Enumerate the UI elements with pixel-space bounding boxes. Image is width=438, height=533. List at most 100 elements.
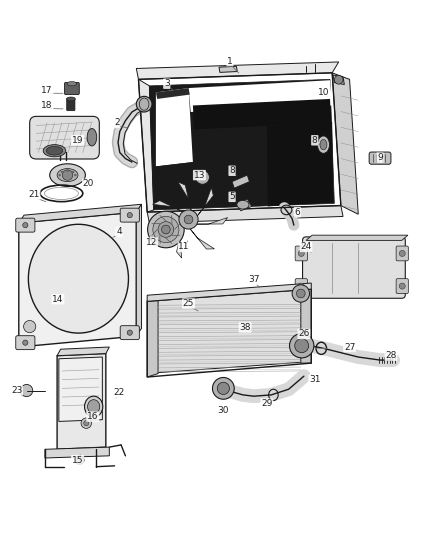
Polygon shape [19,204,141,223]
Text: 25: 25 [183,299,194,308]
Text: 2: 2 [114,118,120,127]
Text: 12: 12 [146,238,157,247]
Ellipse shape [85,396,103,417]
FancyBboxPatch shape [396,246,408,261]
Ellipse shape [67,97,75,101]
Circle shape [298,251,304,256]
FancyBboxPatch shape [396,279,408,294]
Circle shape [298,283,304,289]
Polygon shape [232,175,250,188]
Text: 5: 5 [229,192,235,201]
Circle shape [179,210,198,229]
Polygon shape [147,283,311,301]
Polygon shape [177,227,182,258]
Polygon shape [19,212,136,347]
Polygon shape [306,235,408,240]
Text: 37: 37 [248,275,260,284]
Polygon shape [193,99,331,130]
Text: 17: 17 [41,86,53,95]
Ellipse shape [43,144,66,157]
Polygon shape [333,75,344,85]
Text: 15: 15 [72,456,83,465]
Polygon shape [156,88,193,166]
Polygon shape [178,182,191,211]
Text: 3: 3 [164,79,170,88]
Text: 13: 13 [194,171,205,180]
Polygon shape [154,219,179,238]
FancyBboxPatch shape [369,152,391,164]
Circle shape [81,418,92,429]
FancyBboxPatch shape [67,98,75,111]
Text: 23: 23 [11,386,22,395]
Polygon shape [57,347,110,356]
Text: 8: 8 [229,166,235,175]
Text: 27: 27 [344,343,355,352]
Circle shape [399,251,405,256]
Polygon shape [157,289,301,373]
Polygon shape [147,206,343,223]
Ellipse shape [67,82,77,86]
Circle shape [127,213,132,218]
FancyBboxPatch shape [303,237,405,298]
Text: 14: 14 [52,295,64,304]
Circle shape [158,222,174,237]
Polygon shape [190,229,215,249]
Text: 10: 10 [318,88,329,97]
Circle shape [58,174,61,176]
FancyBboxPatch shape [120,326,139,340]
Circle shape [72,171,74,173]
Ellipse shape [87,128,97,146]
Text: 30: 30 [218,406,229,415]
Polygon shape [57,353,106,449]
Text: 18: 18 [41,101,53,110]
Polygon shape [301,287,311,363]
Text: 29: 29 [261,399,272,408]
Text: 1: 1 [227,56,233,66]
Polygon shape [136,62,339,79]
Polygon shape [267,122,333,206]
Circle shape [295,339,309,353]
FancyBboxPatch shape [64,83,79,94]
FancyBboxPatch shape [16,218,35,232]
Circle shape [23,223,28,228]
Circle shape [399,283,405,289]
Text: 9: 9 [377,153,383,162]
Circle shape [195,171,209,184]
Polygon shape [147,298,158,377]
Text: 20: 20 [83,179,94,188]
Polygon shape [197,217,228,224]
Circle shape [297,289,305,298]
Polygon shape [193,128,263,161]
Polygon shape [156,88,190,99]
Polygon shape [59,357,102,422]
Text: 11: 11 [178,243,190,252]
Polygon shape [138,79,154,212]
Polygon shape [198,188,213,216]
FancyBboxPatch shape [295,279,307,294]
Circle shape [21,384,33,397]
Polygon shape [188,80,332,112]
Circle shape [292,285,310,302]
Circle shape [212,377,234,399]
Polygon shape [156,162,194,201]
Ellipse shape [320,140,327,150]
Text: 22: 22 [113,388,124,397]
Polygon shape [332,73,358,214]
Circle shape [84,421,89,426]
Circle shape [217,382,230,394]
Text: 6: 6 [294,207,300,216]
Circle shape [162,225,170,234]
Polygon shape [237,199,252,211]
Text: 26: 26 [298,329,310,338]
Circle shape [62,170,73,180]
FancyBboxPatch shape [30,116,99,159]
Polygon shape [149,79,334,210]
Text: 16: 16 [87,412,99,421]
Ellipse shape [237,200,249,209]
Circle shape [75,456,84,465]
Circle shape [290,334,314,358]
Polygon shape [152,200,183,212]
Ellipse shape [318,136,329,154]
Text: 19: 19 [72,136,83,145]
Text: 31: 31 [309,375,321,384]
